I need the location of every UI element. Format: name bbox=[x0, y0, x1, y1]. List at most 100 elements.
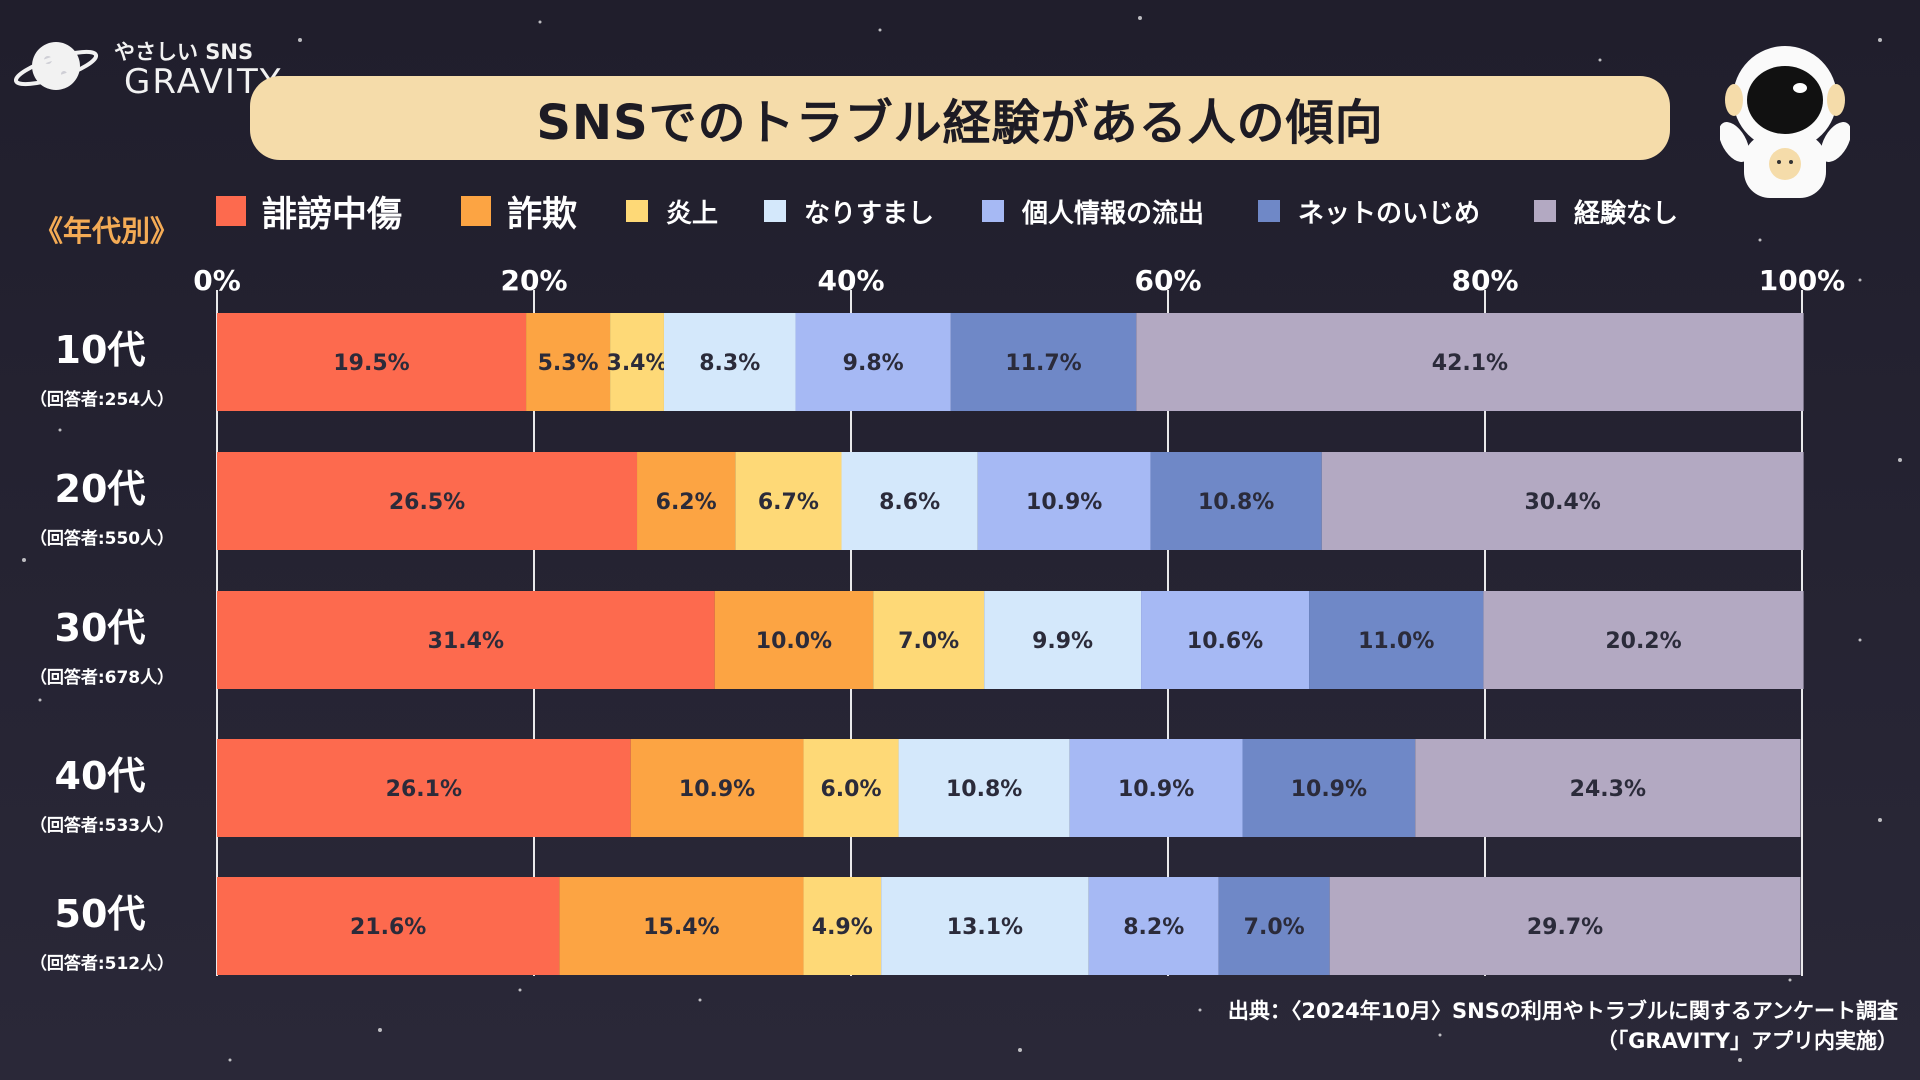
bar-segment bbox=[1069, 739, 1243, 837]
bar-segment bbox=[984, 591, 1142, 689]
data-label: 10.8% bbox=[1198, 490, 1274, 515]
legend-item-fraud: 詐欺 bbox=[461, 184, 577, 238]
bar-segment bbox=[898, 739, 1070, 837]
data-label: 19.5% bbox=[333, 351, 409, 376]
data-label: 26.1% bbox=[386, 777, 462, 802]
data-label: 15.4% bbox=[643, 915, 719, 940]
bar-segment bbox=[217, 452, 638, 550]
data-label: 21.6% bbox=[350, 915, 426, 940]
source-line-2: （「GRAVITY」アプリ内実施） bbox=[1596, 1029, 1898, 1053]
data-label: 10.9% bbox=[1026, 490, 1102, 515]
x-tick-label: 40% bbox=[817, 264, 884, 297]
data-label: 10.9% bbox=[679, 777, 755, 802]
bar-segment bbox=[663, 313, 796, 411]
data-label: 8.6% bbox=[879, 490, 940, 515]
category-label: 40代 bbox=[55, 754, 146, 798]
bar-segment bbox=[1483, 591, 1804, 689]
bar-segment bbox=[1329, 877, 1801, 975]
data-label: 20.2% bbox=[1605, 629, 1681, 654]
x-tick-label: 20% bbox=[500, 264, 567, 297]
data-label: 30.4% bbox=[1525, 490, 1601, 515]
x-tick-label: 100% bbox=[1759, 264, 1846, 297]
bar-segment bbox=[881, 877, 1089, 975]
bar-segment bbox=[803, 739, 899, 837]
category-note: （回答者:512人） bbox=[30, 953, 174, 974]
bar-segment bbox=[1218, 877, 1330, 975]
data-label: 31.4% bbox=[428, 629, 504, 654]
legend-label: 誹謗中傷 bbox=[262, 194, 403, 235]
data-label: 11.0% bbox=[1358, 629, 1434, 654]
planet-icon bbox=[14, 42, 99, 90]
section-label: 《年代別》 bbox=[34, 214, 180, 248]
bar-segment bbox=[1321, 452, 1804, 550]
data-label: 7.0% bbox=[898, 629, 959, 654]
legend-swatch bbox=[461, 196, 491, 226]
data-label: 3.4% bbox=[607, 351, 668, 376]
data-label: 4.9% bbox=[812, 915, 873, 940]
bar-segment bbox=[714, 591, 874, 689]
source-line-1: 出典：〈2024年10月〉SNSの利用やトラブルに関するアンケート調査 bbox=[1227, 999, 1898, 1023]
legend-label: 経験なし bbox=[1574, 198, 1679, 229]
data-label: 9.8% bbox=[843, 351, 904, 376]
data-label: 11.7% bbox=[1005, 351, 1081, 376]
bar-segment bbox=[217, 591, 715, 689]
data-label: 8.2% bbox=[1123, 915, 1184, 940]
bar-segment bbox=[803, 877, 882, 975]
data-label: 5.3% bbox=[538, 351, 599, 376]
data-label: 6.2% bbox=[656, 490, 717, 515]
bar-segment bbox=[217, 739, 631, 837]
data-label: 13.1% bbox=[947, 915, 1023, 940]
data-label: 7.0% bbox=[1244, 915, 1305, 940]
legend-label: 個人情報の流出 bbox=[1022, 198, 1205, 229]
data-label: 8.3% bbox=[699, 351, 760, 376]
bar-segment bbox=[610, 313, 664, 411]
bar-segment bbox=[841, 452, 978, 550]
bar-segment bbox=[637, 452, 736, 550]
bar-segment bbox=[950, 313, 1137, 411]
legend-label: 詐欺 bbox=[507, 194, 578, 235]
legend-label: なりすまし bbox=[804, 198, 935, 229]
category-note: （回答者:550人） bbox=[30, 528, 174, 549]
legend-swatch bbox=[1258, 200, 1280, 222]
bar-segment bbox=[1141, 591, 1310, 689]
x-tick-label: 0% bbox=[193, 264, 241, 297]
bar-segment bbox=[795, 313, 951, 411]
legend-swatch bbox=[626, 200, 648, 222]
bar-segment bbox=[630, 739, 804, 837]
bar-segment bbox=[526, 313, 611, 411]
x-tick-label: 80% bbox=[1451, 264, 1518, 297]
legend-label: 炎上 bbox=[666, 198, 719, 229]
legend-item-defamation: 誹謗中傷 bbox=[216, 184, 402, 238]
bar-segment bbox=[873, 591, 985, 689]
category-label: 10代 bbox=[55, 328, 146, 372]
x-tick-label: 60% bbox=[1134, 264, 1201, 297]
bar-segment bbox=[217, 877, 560, 975]
bar-segment bbox=[559, 877, 804, 975]
brand-tagline: やさしい SNS bbox=[114, 40, 254, 64]
category-label: 30代 bbox=[55, 606, 146, 650]
data-label: 10.6% bbox=[1187, 629, 1263, 654]
category-note: （回答者:254人） bbox=[30, 389, 174, 410]
data-label: 9.9% bbox=[1032, 629, 1093, 654]
bar-segment bbox=[1415, 739, 1801, 837]
legend-item-flaming: 炎上 bbox=[626, 184, 718, 238]
data-label: 10.8% bbox=[946, 777, 1022, 802]
page-title: SNSでのトラブル経験がある人の傾向 bbox=[536, 95, 1384, 151]
data-label: 6.0% bbox=[820, 777, 881, 802]
legend-label: ネットのいじめ bbox=[1298, 198, 1481, 229]
legend-swatch bbox=[764, 200, 786, 222]
legend-item-bullying: ネットのいじめ bbox=[1258, 184, 1480, 238]
title-banner: SNSでのトラブル経験がある人の傾向 bbox=[250, 76, 1670, 160]
data-label: 24.3% bbox=[1570, 777, 1646, 802]
data-label: 42.1% bbox=[1432, 351, 1508, 376]
bar-segment bbox=[977, 452, 1151, 550]
bar-segment bbox=[1242, 739, 1416, 837]
legend-swatch bbox=[216, 196, 246, 226]
data-label: 26.5% bbox=[389, 490, 465, 515]
data-label: 10.9% bbox=[1118, 777, 1194, 802]
bar-segment bbox=[735, 452, 842, 550]
bar-segment bbox=[1136, 313, 1804, 411]
bar-segment bbox=[217, 313, 527, 411]
category-note: （回答者:678人） bbox=[30, 667, 174, 688]
